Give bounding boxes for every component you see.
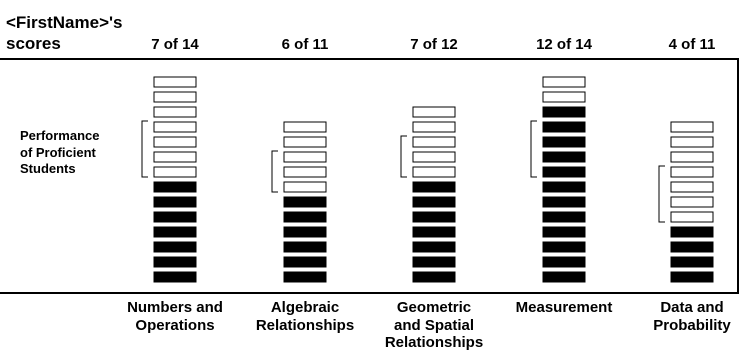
segment-numbers-6-filled [153,196,197,208]
segment-algebraic-10-empty [283,136,327,148]
category-label-line: Relationships [255,316,355,334]
score-label-algebraic: 6 of 11 [281,36,329,53]
segment-algebraic-2-filled [283,256,327,268]
category-label-line: Probability [653,316,731,334]
segment-geometric-11-empty [412,121,456,133]
segment-data-11-empty [670,121,714,133]
category-label-line: Geometric [396,299,472,316]
segment-data-5-empty [670,211,714,223]
segment-numbers-4-filled [153,226,197,238]
score-label-measurement: 12 of 14 [536,36,592,53]
segment-algebraic-11-empty [283,121,327,133]
segment-measurement-11-filled [542,121,586,133]
segment-measurement-12-filled [542,106,586,118]
segment-measurement-5-filled [542,211,586,223]
category-label-algebraic: Algebraic Relationships [240,299,370,334]
segment-data-6-empty [670,196,714,208]
score-label-numbers: 7 of 14 [151,36,199,53]
category-label-data: Data and Probability [627,299,739,334]
segment-geometric-9-empty [412,151,456,163]
segment-geometric-8-empty [412,166,456,178]
segment-algebraic-9-empty [283,151,327,163]
proficient-bracket-algebraic [271,150,278,193]
segment-data-4-filled [670,226,714,238]
proficient-bracket-numbers [141,120,148,178]
category-label-line: Relationships [384,334,484,351]
segment-numbers-1-filled [153,271,197,283]
segment-measurement-1-filled [542,271,586,283]
segment-data-10-empty [670,136,714,148]
segment-data-7-empty [670,181,714,193]
segment-numbers-13-empty [153,91,197,103]
category-label-line: Numbers and [127,299,223,316]
segment-measurement-14-empty [542,76,586,88]
segment-numbers-7-filled [153,181,197,193]
segment-measurement-9-filled [542,151,586,163]
segment-algebraic-8-empty [283,166,327,178]
segment-geometric-4-filled [412,226,456,238]
segment-measurement-13-empty [542,91,586,103]
segment-measurement-10-filled [542,136,586,148]
segment-numbers-8-empty [153,166,197,178]
score-label-data: 4 of 11 [668,36,716,53]
category-label-geometric: Geometric and Spatial Relationships [369,299,499,352]
category-label-line: Operations [135,316,215,334]
header-scores: scores [6,34,61,53]
segment-measurement-6-filled [542,196,586,208]
segment-geometric-6-filled [412,196,456,208]
segment-numbers-12-empty [153,106,197,118]
segment-measurement-7-filled [542,181,586,193]
segment-measurement-2-filled [542,256,586,268]
segment-geometric-12-empty [412,106,456,118]
category-label-numbers: Numbers and Operations [110,299,240,334]
segment-algebraic-1-filled [283,271,327,283]
segment-geometric-1-filled [412,271,456,283]
category-label-line: Algebraic [270,299,340,316]
segment-numbers-10-empty [153,136,197,148]
segment-algebraic-6-filled [283,196,327,208]
header-name: <FirstName>'s [6,13,123,32]
segment-algebraic-5-filled [283,211,327,223]
performance-label-line: Students [20,161,76,176]
segment-measurement-8-filled [542,166,586,178]
segment-algebraic-7-empty [283,181,327,193]
segment-data-2-filled [670,256,714,268]
segment-data-9-empty [670,151,714,163]
segment-measurement-3-filled [542,241,586,253]
segment-algebraic-4-filled [283,226,327,238]
segment-numbers-3-filled [153,241,197,253]
proficient-bracket-measurement [530,120,537,178]
performance-label: Performance of Proficient Students [20,128,99,178]
category-label-line: Measurement [515,299,613,316]
segment-geometric-10-empty [412,136,456,148]
segment-geometric-3-filled [412,241,456,253]
segment-data-3-filled [670,241,714,253]
segment-geometric-7-filled [412,181,456,193]
segment-numbers-14-empty [153,76,197,88]
performance-label-line: of Proficient [20,144,96,160]
segment-numbers-9-empty [153,151,197,163]
proficient-bracket-data [658,165,665,223]
proficient-bracket-geometric [400,135,407,178]
category-label-line: and Spatial [393,316,475,334]
segment-numbers-2-filled [153,256,197,268]
performance-label-line: Performance [20,128,100,143]
segment-geometric-5-filled [412,211,456,223]
segment-algebraic-3-filled [283,241,327,253]
category-label-measurement: Measurement [499,299,629,317]
segment-data-8-empty [670,166,714,178]
segment-numbers-11-empty [153,121,197,133]
score-label-geometric: 7 of 12 [410,36,458,53]
segment-numbers-5-filled [153,211,197,223]
segment-data-1-filled [670,271,714,283]
segment-geometric-2-filled [412,256,456,268]
category-label-line: Data and [660,299,724,316]
chart-frame [0,58,739,294]
segment-measurement-4-filled [542,226,586,238]
